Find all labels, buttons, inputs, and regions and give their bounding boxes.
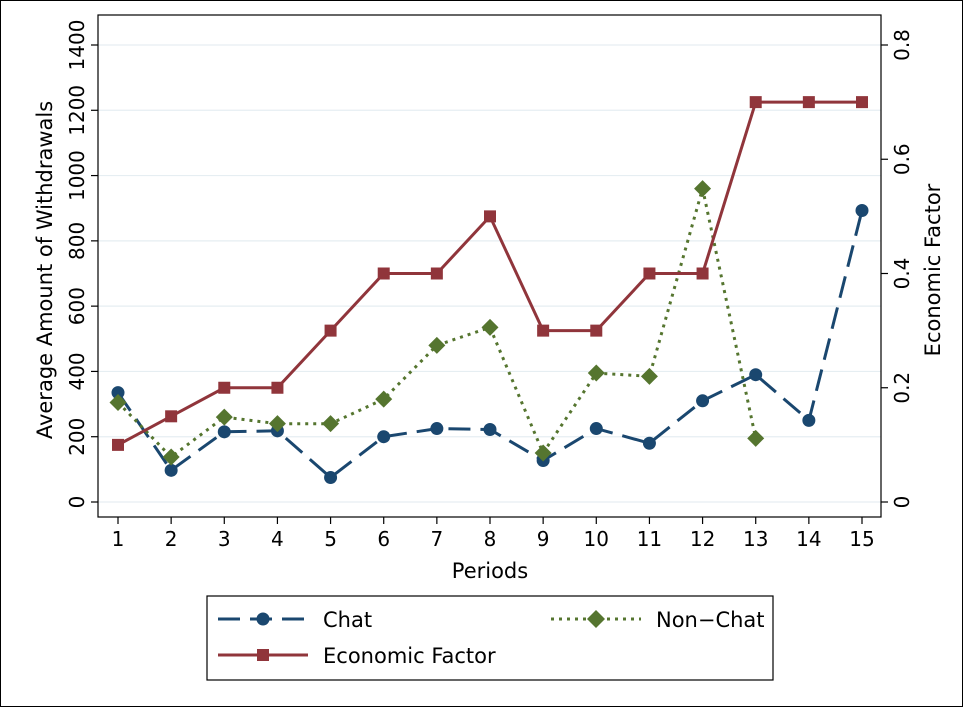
x-tick-label: 9: [537, 527, 550, 551]
data-point-economic-factor: [377, 267, 390, 280]
data-point-non-chat: [109, 393, 127, 411]
data-point-chat: [217, 425, 231, 439]
data-point-chat: [111, 386, 125, 400]
legend-item-chat: Chat: [218, 608, 372, 632]
data-point-economic-factor: [537, 324, 550, 337]
data-point-economic-factor: [218, 381, 231, 394]
data-point-chat: [430, 422, 444, 436]
data-point-chat: [324, 471, 338, 485]
legend-economic-factor-label: Economic Factor: [323, 644, 496, 668]
data-point-chat: [483, 423, 497, 437]
y-tick-label: 200: [65, 418, 89, 456]
x-tick-label: 2: [165, 527, 178, 551]
x-axis-title: Periods: [452, 559, 528, 583]
legend-item-economic-factor: Economic Factor: [218, 644, 496, 668]
series: [109, 96, 869, 485]
y2-tick-label: 0.8: [890, 29, 914, 61]
y-tick-label: 1400: [65, 20, 89, 71]
data-point-non-chat: [481, 318, 499, 336]
data-point-non-chat: [587, 364, 605, 382]
data-point-chat: [855, 203, 869, 217]
x-tick-label: 5: [324, 527, 337, 551]
x-tick-label: 8: [484, 527, 497, 551]
legend-item-non-chat: Non−Chat: [551, 608, 765, 632]
y-tick-label: 400: [65, 352, 89, 390]
x-tick-label: 4: [271, 527, 284, 551]
data-point-economic-factor: [749, 96, 762, 109]
data-point-non-chat: [215, 408, 233, 426]
y2-tick-label: 0.6: [890, 143, 914, 175]
legend-economic-factor-marker: [257, 649, 269, 661]
x-tick-label: 1: [112, 527, 125, 551]
data-point-non-chat: [428, 336, 446, 354]
x-tick-label: 13: [743, 527, 768, 551]
legend-non-chat-marker: [587, 610, 605, 628]
y2-tick-label: 0.4: [890, 258, 914, 290]
x-tick-label: 7: [430, 527, 443, 551]
data-point-chat: [696, 394, 710, 408]
y2-tick-label: 0: [890, 496, 914, 509]
x-tick-label: 3: [218, 527, 231, 551]
legend: Chat Non−Chat Economic Factor: [206, 595, 774, 681]
data-point-economic-factor: [271, 381, 284, 394]
data-point-economic-factor: [165, 410, 178, 423]
y-tick-label: 600: [65, 287, 89, 325]
data-point-economic-factor: [643, 267, 656, 280]
data-point-chat: [749, 368, 763, 382]
data-point-chat: [802, 413, 816, 427]
data-point-non-chat: [322, 415, 340, 433]
y2-tick-label: 0.2: [890, 372, 914, 404]
legend-box: [206, 595, 774, 681]
data-point-non-chat: [640, 367, 658, 385]
data-point-non-chat: [694, 180, 712, 198]
data-point-non-chat: [268, 415, 286, 433]
data-point-non-chat: [375, 390, 393, 408]
data-point-economic-factor: [484, 210, 496, 223]
data-point-chat: [589, 422, 603, 436]
y-tick-label: 1200: [65, 85, 89, 136]
data-point-economic-factor: [856, 96, 868, 109]
data-point-economic-factor: [112, 438, 124, 451]
data-point-economic-factor: [590, 324, 603, 337]
data-point-chat: [164, 463, 178, 477]
data-point-chat: [377, 430, 391, 444]
data-point-economic-factor: [696, 267, 709, 280]
x-tick-label: 10: [584, 527, 609, 551]
y-tick-label: 1000: [65, 150, 89, 201]
y-tick-label: 0: [65, 496, 89, 509]
data-point-non-chat: [162, 448, 180, 466]
x-tick-label: 15: [849, 527, 874, 551]
y2-axis-title: Economic Factor: [921, 183, 945, 356]
x-tick-label: 11: [637, 527, 662, 551]
x-tick-label: 6: [377, 527, 390, 551]
data-point-economic-factor: [324, 324, 337, 337]
data-point-chat: [642, 436, 656, 450]
x-tick-label: 14: [796, 527, 821, 551]
x-tick-label: 12: [690, 527, 715, 551]
data-point-non-chat: [534, 444, 552, 462]
data-point-economic-factor: [430, 267, 443, 280]
legend-chat-label: Chat: [323, 608, 372, 632]
legend-non-chat-label: Non−Chat: [656, 608, 765, 632]
data-point-economic-factor: [802, 96, 815, 109]
y-axis-title: Average Amount of Withdrawals: [33, 101, 57, 439]
legend-chat-marker: [256, 612, 270, 626]
data-point-non-chat: [747, 429, 765, 447]
y-tick-label: 800: [65, 222, 89, 260]
